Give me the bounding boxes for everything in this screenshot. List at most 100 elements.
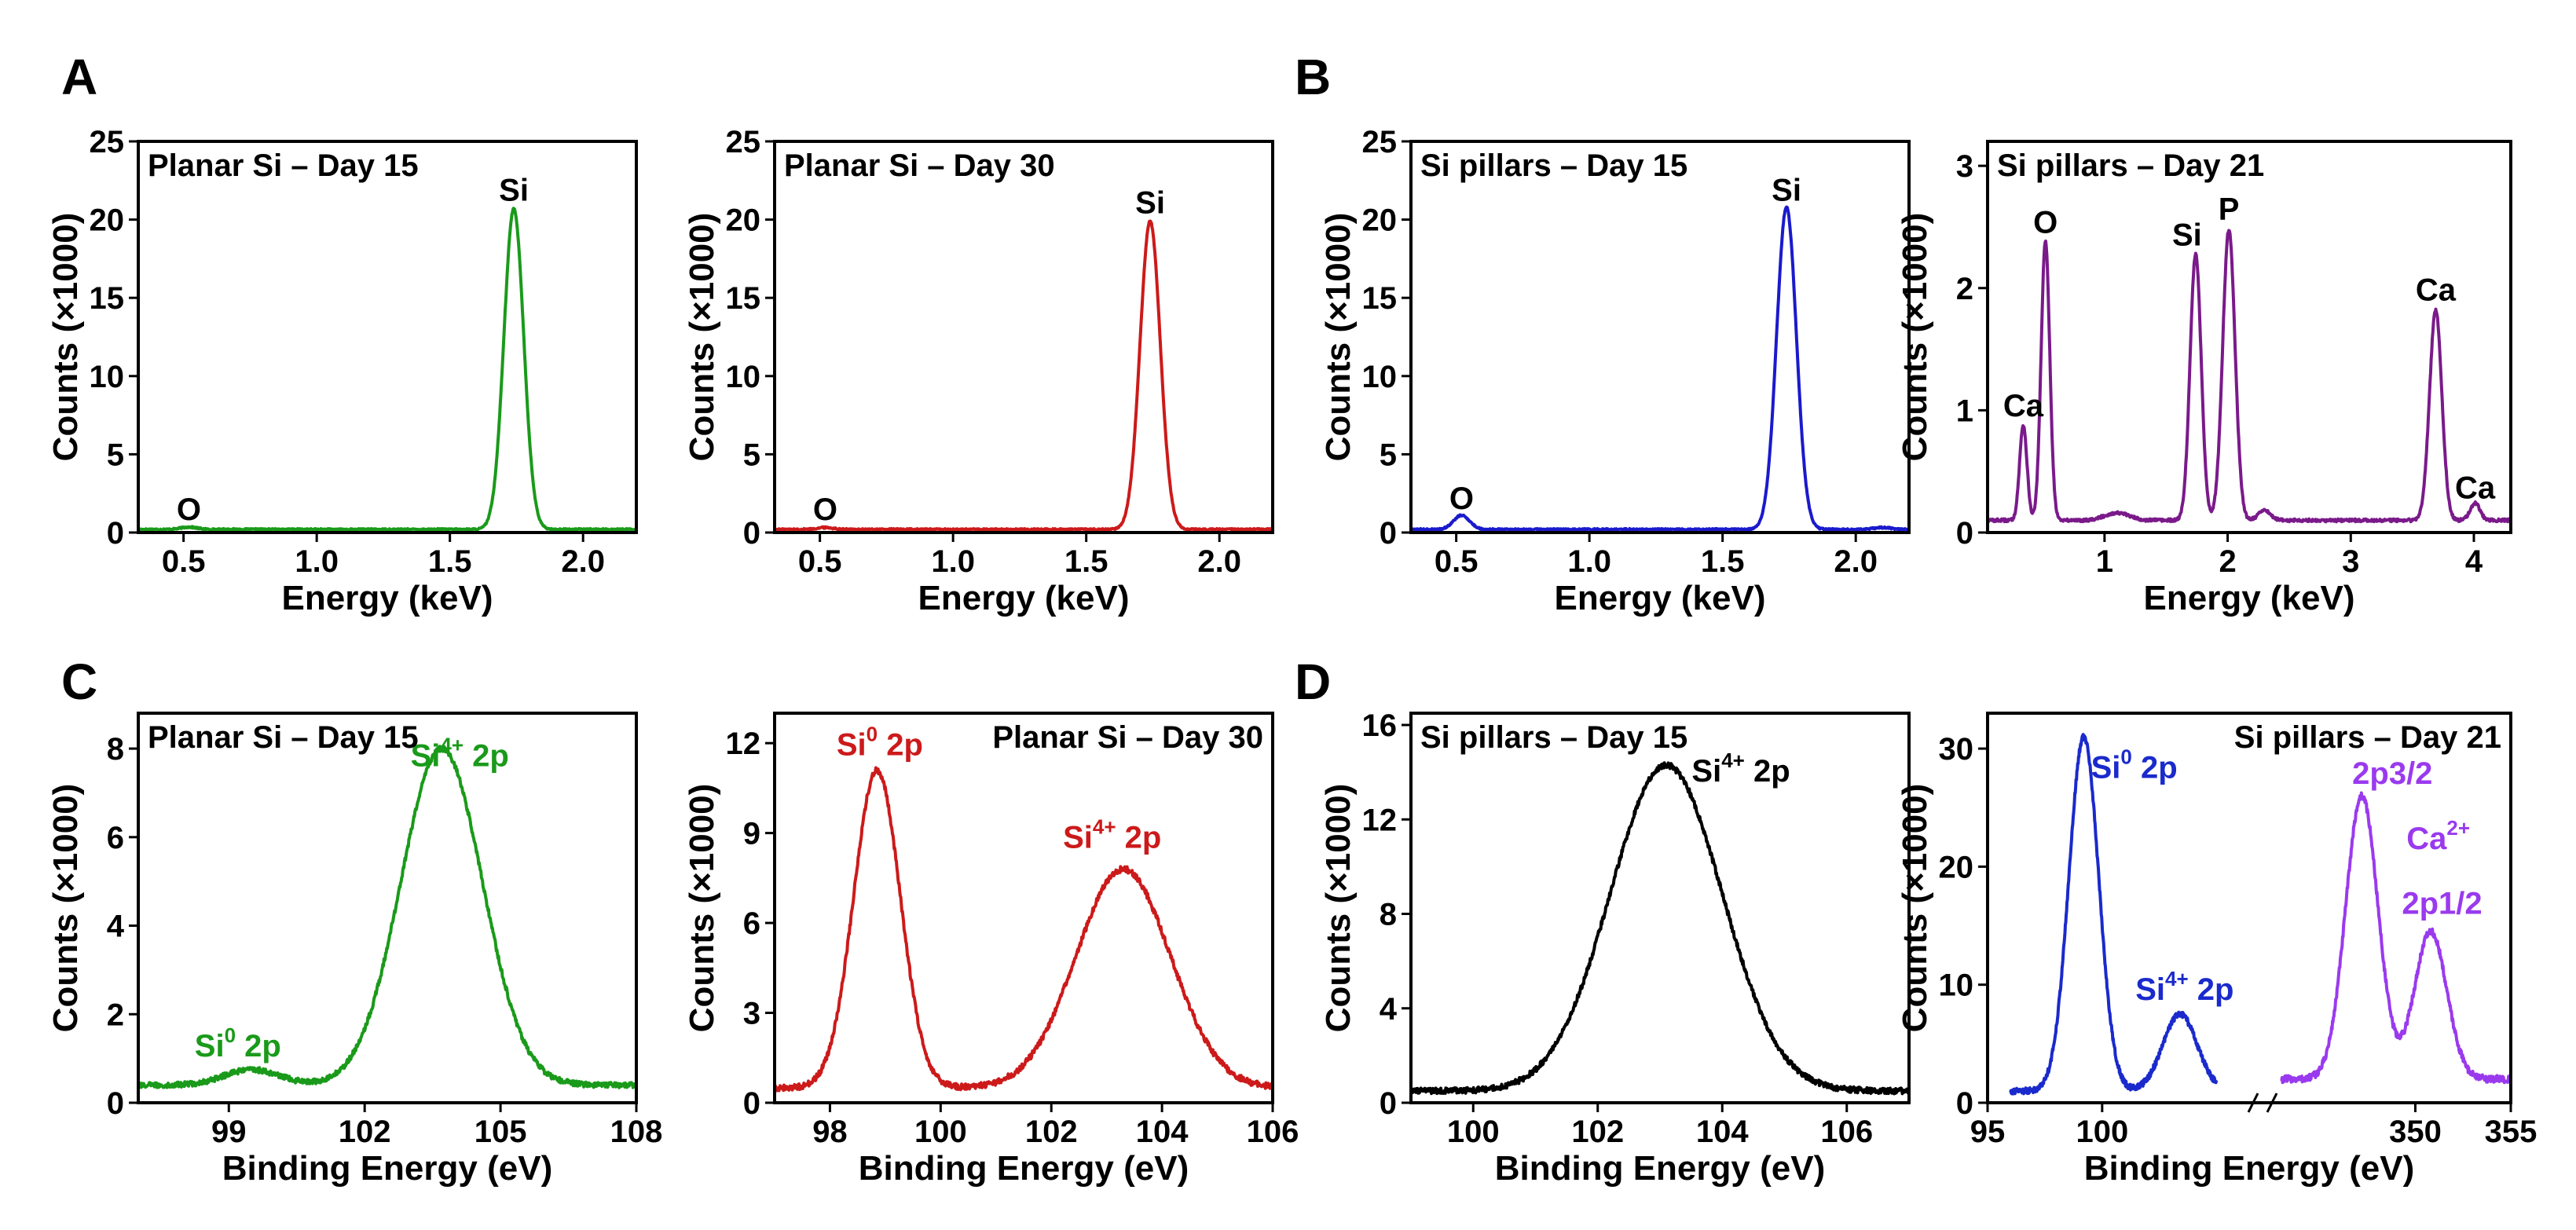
xtick-label-b2-1: 2 bbox=[2219, 544, 2236, 579]
series-line-a1 bbox=[137, 207, 638, 532]
xtick-label-c1-0: 99 bbox=[211, 1115, 247, 1149]
xtick-label-c2-3: 104 bbox=[1136, 1115, 1189, 1149]
ylabel-b2: Counts (×1000) bbox=[1896, 213, 1934, 462]
annotation-b1-0: O bbox=[1449, 481, 1474, 516]
xtick-label-a2-2: 1.5 bbox=[1064, 544, 1108, 579]
xtick-label-c1-1: 102 bbox=[339, 1115, 391, 1149]
ytick-label-d1-1: 4 bbox=[1380, 992, 1398, 1027]
annotation-b2-0: Ca bbox=[2003, 389, 2044, 423]
ytick-label-c1-0: 0 bbox=[107, 1086, 124, 1121]
xlabel-d1: Binding Energy (eV) bbox=[1495, 1149, 1825, 1188]
xtick-label-a1-0: 0.5 bbox=[162, 544, 206, 579]
plot-frame-d1 bbox=[1409, 712, 1911, 1104]
xtick-label-b1-3: 2.0 bbox=[1834, 544, 1878, 579]
annotation-a1-1: Si bbox=[499, 174, 529, 208]
ytick-label-d1-3: 12 bbox=[1362, 803, 1398, 837]
xlabel-a2: Energy (keV) bbox=[918, 579, 1130, 617]
annotation-b2-2: Si bbox=[2172, 218, 2202, 252]
xtick-label-a1-3: 2.0 bbox=[561, 544, 605, 579]
plot-frame-c1 bbox=[137, 712, 638, 1104]
ytick-label-c1-3: 6 bbox=[107, 821, 124, 855]
annotation-d1-0: Si4+ 2p bbox=[1691, 749, 1790, 789]
xtick-label-b1-2: 1.5 bbox=[1701, 544, 1745, 579]
ylabel-b1: Counts (×1000) bbox=[1319, 213, 1358, 462]
ytick-label-b1-3: 15 bbox=[1362, 281, 1398, 316]
ytick-label-d1-0: 0 bbox=[1380, 1086, 1397, 1121]
ytick-label-a1-4: 20 bbox=[90, 203, 125, 238]
ytick-label-d2-3: 30 bbox=[1939, 732, 1974, 767]
xtick-label-b2-2: 3 bbox=[2342, 544, 2359, 579]
plot-frame-b2 bbox=[1986, 140, 2512, 534]
ytick-label-b2-2: 2 bbox=[1956, 272, 1973, 306]
series-line-d1 bbox=[1409, 761, 1911, 1096]
ylabel-a2: Counts (×1000) bbox=[683, 213, 721, 462]
xtick-label-d2-seg0-1: 100 bbox=[2076, 1115, 2128, 1149]
series-line-c2 bbox=[773, 766, 1274, 1093]
xtick-label-d1-1: 102 bbox=[1571, 1115, 1624, 1149]
plot-title-c1: Planar Si – Day 15 bbox=[148, 720, 419, 755]
plot-title-c2: Planar Si – Day 30 bbox=[992, 720, 1263, 755]
ytick-label-b2-0: 0 bbox=[1956, 516, 1973, 551]
series-line-d2-seg1 bbox=[2280, 791, 2512, 1085]
plot-frame-c2 bbox=[773, 712, 1274, 1104]
xtick-label-c1-3: 108 bbox=[610, 1115, 663, 1149]
annotation-b1-1: Si bbox=[1772, 174, 1801, 208]
ytick-label-a1-2: 10 bbox=[90, 360, 125, 394]
ylabel-c2: Counts (×1000) bbox=[683, 784, 721, 1033]
annotation-b2-3: P bbox=[2219, 192, 2240, 227]
ytick-label-c2-3: 9 bbox=[743, 817, 760, 851]
annotation-a2-0: O bbox=[813, 492, 837, 527]
xtick-label-a1-1: 1.0 bbox=[295, 544, 339, 579]
ytick-label-a2-3: 15 bbox=[726, 281, 761, 316]
plot-frame-d2 bbox=[1986, 712, 2512, 1104]
annotation-c2-1: Si4+ 2p bbox=[1063, 815, 1161, 855]
xlabel-d2: Binding Energy (eV) bbox=[2084, 1149, 2414, 1188]
annotation-c1-1: Si4+ 2p bbox=[411, 734, 509, 774]
ytick-label-b2-1: 1 bbox=[1956, 394, 1973, 428]
xlabel-c2: Binding Energy (eV) bbox=[859, 1149, 1189, 1188]
ytick-label-c2-0: 0 bbox=[743, 1086, 760, 1121]
ylabel-d1: Counts (×1000) bbox=[1319, 784, 1358, 1033]
annotation-d2-1: Si4+ 2p bbox=[2135, 967, 2233, 1007]
ytick-label-b1-0: 0 bbox=[1380, 516, 1397, 551]
xtick-label-d2-seg1-1: 355 bbox=[2485, 1115, 2538, 1149]
xtick-label-c2-1: 100 bbox=[914, 1115, 967, 1149]
ytick-label-a2-0: 0 bbox=[743, 516, 760, 551]
ytick-label-d1-2: 8 bbox=[1380, 898, 1397, 932]
plot-title-b1: Si pillars – Day 15 bbox=[1420, 148, 1687, 183]
annotation-b2-1: O bbox=[2033, 206, 2058, 240]
ytick-label-b1-5: 25 bbox=[1362, 125, 1398, 159]
plot-frame-b1 bbox=[1409, 140, 1911, 534]
xtick-label-c2-4: 106 bbox=[1247, 1115, 1299, 1149]
ytick-label-a2-5: 25 bbox=[726, 125, 761, 159]
ytick-label-a1-1: 5 bbox=[107, 437, 124, 472]
ytick-label-a2-2: 10 bbox=[726, 360, 761, 394]
xtick-label-b1-0: 0.5 bbox=[1435, 544, 1479, 579]
ytick-label-a1-0: 0 bbox=[107, 516, 124, 551]
ytick-label-b1-2: 10 bbox=[1362, 360, 1398, 394]
xtick-label-a2-3: 2.0 bbox=[1197, 544, 1241, 579]
ytick-label-c2-4: 12 bbox=[726, 727, 761, 761]
xtick-label-d1-3: 106 bbox=[1820, 1115, 1873, 1149]
xlabel-b2: Energy (keV) bbox=[2144, 579, 2355, 617]
ylabel-c1: Counts (×1000) bbox=[46, 784, 85, 1033]
ylabel-d2: Counts (×1000) bbox=[1896, 784, 1934, 1033]
panel-letter-a: A bbox=[61, 49, 97, 105]
xlabel-a1: Energy (keV) bbox=[282, 579, 493, 617]
plot-title-a2: Planar Si – Day 30 bbox=[784, 148, 1055, 183]
plot-frame-a2 bbox=[773, 140, 1274, 534]
annotation-d2-2: 2p3/2 bbox=[2352, 756, 2432, 791]
series-line-b1 bbox=[1409, 205, 1911, 532]
ytick-label-b1-4: 20 bbox=[1362, 203, 1398, 238]
panel-letter-b: B bbox=[1295, 49, 1331, 105]
ytick-label-a1-5: 25 bbox=[90, 125, 125, 159]
annotation-d2-0: Si0 2p bbox=[2091, 745, 2178, 785]
xtick-label-a1-2: 1.5 bbox=[428, 544, 472, 579]
annotation-c2-0: Si0 2p bbox=[837, 722, 923, 762]
annotation-a1-0: O bbox=[177, 492, 201, 527]
annotation-b2-5: Ca bbox=[2455, 470, 2496, 505]
xtick-label-d1-0: 100 bbox=[1447, 1115, 1500, 1149]
plot-frame-a1 bbox=[137, 140, 638, 534]
series-line-a2 bbox=[773, 219, 1274, 532]
